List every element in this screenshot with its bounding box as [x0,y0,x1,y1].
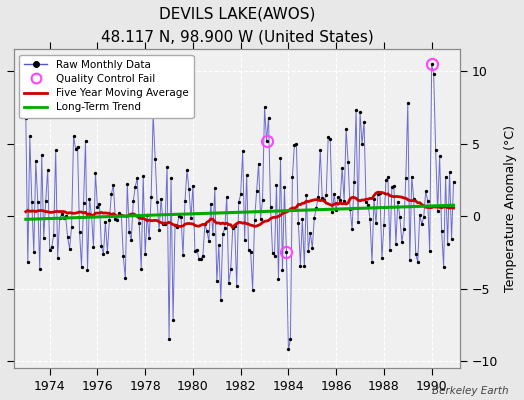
Y-axis label: Temperature Anomaly (°C): Temperature Anomaly (°C) [504,125,517,292]
Legend: Raw Monthly Data, Quality Control Fail, Five Year Moving Average, Long-Term Tren: Raw Monthly Data, Quality Control Fail, … [19,55,193,118]
Title: DEVILS LAKE(AWOS)
48.117 N, 98.900 W (United States): DEVILS LAKE(AWOS) 48.117 N, 98.900 W (Un… [101,7,374,44]
Text: Berkeley Earth: Berkeley Earth [432,386,508,396]
